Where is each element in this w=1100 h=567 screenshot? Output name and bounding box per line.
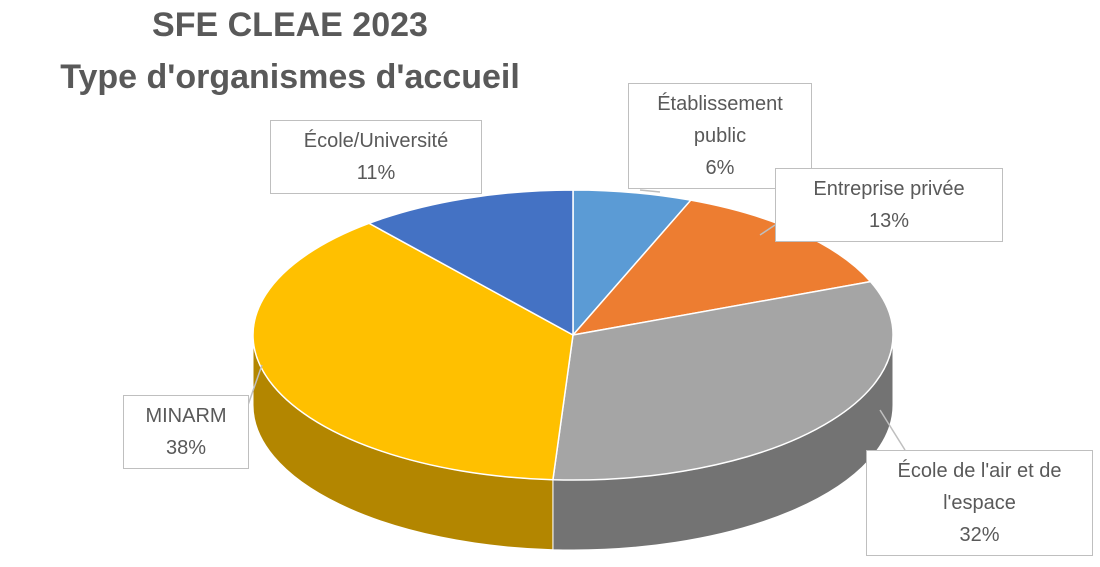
chart-title: SFE CLEAE 2023 xyxy=(152,6,428,44)
slice xyxy=(552,280,894,481)
label-value: 6% xyxy=(705,157,735,179)
leader-line xyxy=(247,364,263,406)
label-category: Entreprise privée xyxy=(813,178,965,200)
slice xyxy=(252,222,574,481)
data-label: MINARM 38% xyxy=(123,395,249,469)
data-label: École de l'air et de l'espace 32% xyxy=(866,450,1093,556)
label-value: 32% xyxy=(959,524,1000,546)
label-category: Établissement public xyxy=(657,93,783,147)
label-category: École de l'air et de l'espace xyxy=(897,460,1062,514)
slice xyxy=(367,189,574,337)
label-value: 13% xyxy=(868,210,910,232)
data-label: Entreprise privée 13% xyxy=(775,168,1003,242)
leader-line xyxy=(879,409,906,451)
slice xyxy=(572,189,693,337)
leader-line xyxy=(639,189,661,193)
label-category: MINARM xyxy=(145,405,227,427)
chart-subtitle: Type d'organismes d'accueil xyxy=(60,58,520,96)
data-label: École/Université 11% xyxy=(270,120,482,194)
label-category: École/Université xyxy=(303,130,449,152)
label-value: 11% xyxy=(356,162,396,184)
label-value: 38% xyxy=(165,437,207,459)
leader-line xyxy=(759,224,776,236)
